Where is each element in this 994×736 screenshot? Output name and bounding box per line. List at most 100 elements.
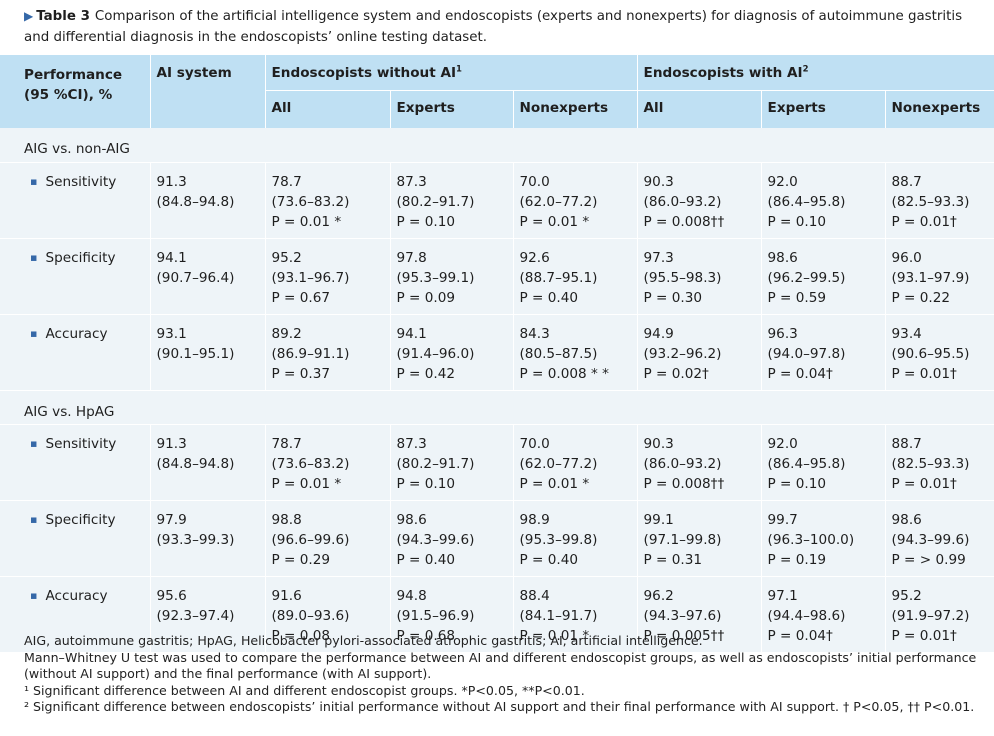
value: 95.2 — [271, 249, 302, 266]
value: 91.3 — [156, 173, 187, 190]
p-value: P = 0.10 — [767, 475, 827, 492]
table-row: ▪ Sensitivity 91.3 (84.8–94.8) 78.7 (73.6–83.… — [0, 423, 994, 500]
endoscopist-cell: 94.1 (91.4–96.0) P = 0.42 — [389, 313, 513, 390]
ci-range: (95.3–99.1) — [396, 269, 475, 286]
endoscopist-cell: 97.3 (95.5–98.3) P = 0.30 — [636, 237, 762, 314]
p-value: P = 0.22 — [891, 289, 951, 306]
metric-cell: ▪ Accuracy — [0, 575, 150, 652]
value: 91.3 — [156, 435, 187, 452]
p-value: P = 0.01† — [891, 365, 957, 382]
endoscopist-cell: 89.2 (86.9–91.1) P = 0.37 — [264, 313, 390, 390]
p-value: P = 0.19 — [767, 551, 827, 568]
ci-range: (96.3–100.0) — [767, 531, 855, 548]
bullet-icon: ▪ — [30, 436, 38, 450]
results-table: Performance (95 %CI), % AI system Endosc… — [0, 55, 994, 652]
caption-text: Comparison of the artificial intelligenc… — [24, 9, 963, 45]
subheader-experts-without: Experts — [389, 89, 513, 128]
subheader-nonexperts-with: Nonexperts — [884, 89, 994, 128]
p-value: P = 0.40 — [396, 551, 456, 568]
p-value: P = 0.01 * — [519, 475, 590, 492]
ci-range: (86.0–93.2) — [643, 193, 722, 210]
table-row: ▪ Accuracy 93.1 (90.1–95.1) 89.2 (86.9–91.1) P… — [0, 313, 994, 390]
value: 91.6 — [271, 587, 302, 604]
section-title: AIG vs. HpAG — [0, 389, 994, 424]
value: 96.0 — [891, 249, 922, 266]
value: 98.6 — [767, 249, 798, 266]
p-value: P = 0.29 — [271, 551, 331, 568]
value: 93.1 — [156, 325, 187, 342]
endoscopist-cell: 90.3 (86.0–93.2) P = 0.008†† — [636, 161, 762, 238]
endoscopist-cell: 91.6 (89.0–93.6) P = 0.08 — [264, 575, 390, 652]
ci-range: (80.2–91.7) — [396, 455, 475, 472]
endoscopist-cell: 70.0 (62.0–77.2) P = 0.01 * — [512, 423, 638, 500]
ci-range: (95.5–98.3) — [643, 269, 722, 286]
p-value: P = 0.04† — [767, 365, 833, 382]
endoscopist-cell: 98.6 (96.2–99.5) P = 0.59 — [760, 237, 886, 314]
footnote-abbreviations: AIG, autoimmune gastritis; HpAG, Helicob… — [24, 633, 703, 648]
endoscopist-cell: 87.3 (80.2–91.7) P = 0.10 — [389, 423, 513, 500]
p-value: P = 0.67 — [271, 289, 331, 306]
table-row: ▪ Accuracy 95.6 (92.3–97.4) 91.6 (89.0–93.6) P… — [0, 575, 994, 652]
ci-range: (94.0–97.8) — [767, 345, 846, 362]
value: 88.4 — [519, 587, 550, 604]
p-value: P = 0.008 * * — [519, 365, 609, 382]
ci-range: (86.0–93.2) — [643, 455, 722, 472]
endoscopist-cell: 95.2 (93.1–96.7) P = 0.67 — [264, 237, 390, 314]
p-value: P = 0.02† — [643, 365, 709, 382]
table-footnotes: AIG, autoimmune gastritis; HpAG, Helicob… — [24, 633, 979, 716]
value: 84.3 — [519, 325, 550, 342]
endoscopist-cell: 84.3 (80.5–87.5) P = 0.008 * * — [512, 313, 638, 390]
ci-range: (82.5–93.3) — [891, 455, 970, 472]
value: 95.6 — [156, 587, 187, 604]
ci-range: (62.0–77.2) — [519, 193, 598, 210]
endoscopist-cell: 93.4 (90.6–95.5) P = 0.01† — [884, 313, 994, 390]
endoscopist-cell: 99.7 (96.3–100.0) P = 0.19 — [760, 499, 886, 576]
ci-range: (73.6–83.2) — [271, 455, 350, 472]
p-value: P = 0.01† — [891, 213, 957, 230]
value: 98.6 — [891, 511, 922, 528]
table-row: ▪ Sensitivity 91.3 (84.8–94.8) 78.7 (73.6–83.… — [0, 161, 994, 238]
metric-label: Specificity — [45, 511, 116, 528]
endoscopist-cell: 87.3 (80.2–91.7) P = 0.10 — [389, 161, 513, 238]
footnote-test: Mann–Whitney U test was used to compare … — [24, 649, 977, 682]
value: 97.8 — [396, 249, 427, 266]
footnote-2: ² Significant difference between endosco… — [24, 699, 975, 714]
value: 87.3 — [396, 173, 427, 190]
value: 78.7 — [271, 173, 302, 190]
p-value: P = 0.04† — [767, 627, 833, 644]
value: 92.0 — [767, 173, 798, 190]
value: 92.6 — [519, 249, 550, 266]
p-value: P = 0.30 — [643, 289, 703, 306]
endoscopist-cell: 96.3 (94.0–97.8) P = 0.04† — [760, 313, 886, 390]
subheader-experts-with: Experts — [760, 89, 886, 128]
endoscopist-cell: 94.8 (91.5–96.9) P = 0.68 — [389, 575, 513, 652]
endoscopist-cell: 98.6 (94.3–99.6) P = > 0.99 — [884, 499, 994, 576]
value: 97.3 — [643, 249, 674, 266]
p-value: P = 0.005†† — [643, 627, 725, 644]
ci-range: (86.4–95.8) — [767, 455, 846, 472]
value: 94.9 — [643, 325, 674, 342]
ci-range: (62.0–77.2) — [519, 455, 598, 472]
endoscopist-cell: 98.8 (96.6–99.6) P = 0.29 — [264, 499, 390, 576]
ci-range: (96.2–99.5) — [767, 269, 846, 286]
metric-label: Specificity — [45, 249, 116, 266]
header-group-without-ai: Endoscopists without AI1 — [264, 55, 638, 90]
p-value: P = 0.01† — [891, 475, 957, 492]
bullet-icon: ▪ — [30, 250, 38, 264]
ci-range: (90.7–96.4) — [156, 269, 235, 286]
header-performance: Performance (95 %CI), % — [0, 55, 150, 128]
ci-range: (91.4–96.0) — [396, 345, 475, 362]
endoscopist-cell: 78.7 (73.6–83.2) P = 0.01 * — [264, 423, 390, 500]
value: 89.2 — [271, 325, 302, 342]
metric-label: Sensitivity — [45, 435, 117, 452]
table-caption: ▶ Table 3 Comparison of the artificial int… — [24, 6, 979, 48]
value: 98.6 — [396, 511, 427, 528]
value: 94.1 — [396, 325, 427, 342]
endoscopist-cell: 78.7 (73.6–83.2) P = 0.01 * — [264, 161, 390, 238]
endoscopist-cell: 92.6 (88.7–95.1) P = 0.40 — [512, 237, 638, 314]
ci-range: (93.1–96.7) — [271, 269, 350, 286]
p-value: P = 0.008†† — [643, 213, 725, 230]
value: 88.7 — [891, 173, 922, 190]
section-row: AIG vs. HpAG — [0, 389, 994, 424]
bullet-icon: ▪ — [30, 588, 38, 602]
